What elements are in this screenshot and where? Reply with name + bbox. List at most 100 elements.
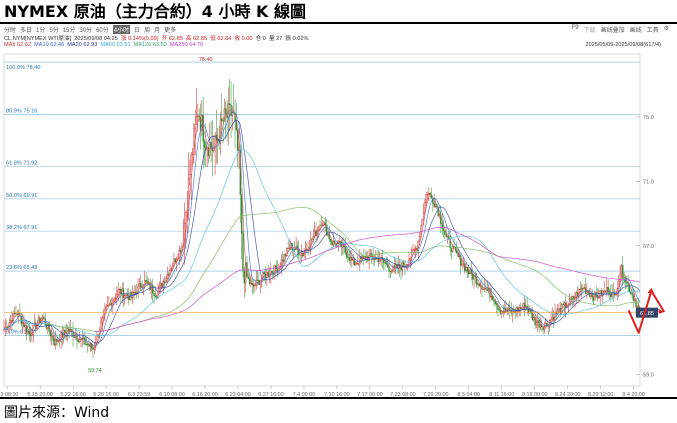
change-label: 涨 0.14%(0.09) <box>120 36 159 42</box>
x-tick-label: 7.10 16:00 <box>324 392 349 397</box>
x-tick-label: 9.4 20:00 <box>622 392 644 397</box>
latest-price-box <box>636 307 658 318</box>
tab-day[interactable]: 日 <box>134 28 141 34</box>
fib-level-label: 100.0% 78.40 <box>6 65 41 71</box>
candle-body <box>223 108 226 122</box>
x-tick-label: 6.16 20:00 <box>192 392 217 397</box>
candle-body <box>113 298 115 302</box>
candle-body <box>345 252 348 258</box>
candle-body <box>133 291 135 294</box>
candle-body <box>222 120 224 122</box>
tab-1min[interactable]: 1分 <box>36 28 46 34</box>
candle-body <box>522 303 524 308</box>
candle-body <box>409 257 411 261</box>
candlestick-chart[interactable]: 100.0% 78.40 80.9% 75.16 61.8% 71.92 50.0% … <box>0 50 677 397</box>
candle-body <box>327 233 329 236</box>
forecast-zigzag <box>627 289 666 334</box>
candle-body <box>478 283 481 287</box>
draw-button[interactable]: 画线 <box>629 28 642 34</box>
candle-body <box>457 253 459 257</box>
gear-icon[interactable]: ⚙ <box>663 26 669 32</box>
candle-body <box>450 247 453 252</box>
candle-body <box>306 248 308 250</box>
candle-body <box>9 320 12 323</box>
candle-body <box>348 257 350 261</box>
tab-4hour[interactable]: 4小时 <box>112 25 131 34</box>
candle-body <box>310 238 312 248</box>
candle-body <box>495 303 498 305</box>
candle-body <box>167 273 170 276</box>
candle-body <box>55 338 57 345</box>
fib-level-label: 0.0% 61.43 <box>6 330 34 336</box>
candle-body <box>393 265 396 267</box>
overlay-button[interactable]: 画线叠加 <box>600 28 625 34</box>
tab-60min[interactable]: 60分 <box>96 28 109 34</box>
candle-body <box>241 194 243 234</box>
x-tick-label: 5.9 08:00 <box>0 392 18 397</box>
candle-body <box>575 292 577 298</box>
period-tabs: 分时 多日 1分 5分 15分 30分 60分 4小时 日 周 月 更多 <box>4 25 176 34</box>
candle-body <box>214 134 216 149</box>
candle-body <box>21 322 24 324</box>
tab-5min[interactable]: 5分 <box>49 28 59 34</box>
candle-body <box>235 121 238 130</box>
candle-body <box>424 202 426 213</box>
candle-body <box>421 219 423 226</box>
candle-body <box>329 239 332 242</box>
tab-week[interactable]: 周 <box>144 28 151 34</box>
candle-body <box>359 256 361 265</box>
candle-body <box>262 272 264 279</box>
candle-body <box>166 273 168 279</box>
candle-body <box>325 224 328 236</box>
candle-body <box>84 337 86 345</box>
candle-body <box>480 285 482 287</box>
download-button[interactable]: 下载 <box>583 28 596 34</box>
x-tick-label: 6.27 16:00 <box>258 392 283 397</box>
candle-body <box>631 293 633 295</box>
ma250-legend: MA250 64.70 <box>169 42 204 48</box>
fib-level-label: 80.9% 75.16 <box>6 108 37 114</box>
candle-body <box>461 264 463 266</box>
candle-body <box>623 277 625 281</box>
f9-button[interactable]: F9 <box>571 25 579 31</box>
candle-body <box>225 108 227 114</box>
candle-body <box>288 247 291 249</box>
candle-body <box>219 118 222 144</box>
candle-body <box>104 308 106 313</box>
volume-label: 量 27 <box>268 36 283 42</box>
tools-button[interactable]: 工具 <box>646 28 659 34</box>
candle-body <box>545 322 547 327</box>
candle-body <box>570 298 572 300</box>
x-tick-label: 6.10 08:00 <box>159 392 184 397</box>
candle-body <box>186 210 188 213</box>
candle-body <box>444 230 446 235</box>
candle-body <box>615 294 617 296</box>
tab-month[interactable]: 月 <box>154 28 161 34</box>
tab-more[interactable]: 更多 <box>164 28 177 34</box>
candle-body <box>437 206 439 216</box>
tab-30min[interactable]: 30分 <box>79 28 93 34</box>
ma-line-ma5 <box>3 108 641 348</box>
tab-intraday[interactable]: 分时 <box>4 28 17 34</box>
x-tick-label: 7.23 08:00 <box>390 392 415 397</box>
candle-body <box>384 262 386 264</box>
candle-body <box>441 223 443 229</box>
candle-body <box>636 305 639 308</box>
plot-frame <box>3 53 641 387</box>
source-caption: 圖片來源：Wind <box>4 405 110 421</box>
candle-body <box>53 340 56 345</box>
candle-body <box>242 232 244 272</box>
candle-body <box>77 340 80 342</box>
y-tick-label: 59.0 <box>643 373 654 379</box>
candle-body <box>412 249 414 251</box>
candle-body <box>611 291 613 298</box>
tab-15min[interactable]: 15分 <box>62 28 76 34</box>
candle-body <box>563 302 565 306</box>
quote-info: CL.NYM[NYMEX WTI原油] 2025/09/08 04:25 涨 0… <box>4 34 308 42</box>
candle-body <box>477 283 479 285</box>
ma-line-ma20 <box>3 120 641 344</box>
candle-body <box>319 224 321 230</box>
candle-body <box>599 290 601 298</box>
candle-body <box>445 234 447 237</box>
tab-multi-day[interactable]: 多日 <box>20 28 33 34</box>
